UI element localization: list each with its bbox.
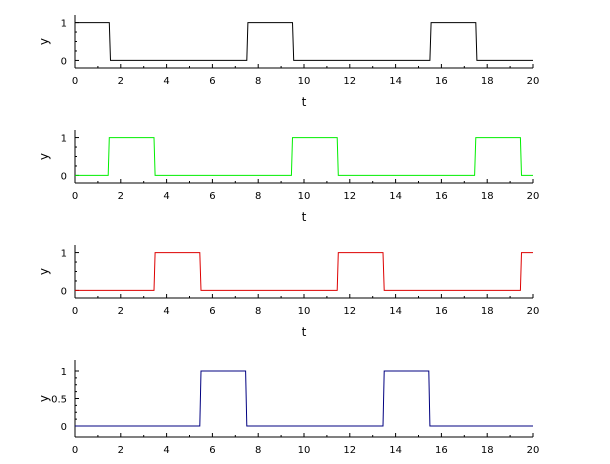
x-tick-label: 2 bbox=[118, 306, 124, 317]
y-tick-label: 0 bbox=[61, 171, 67, 182]
x-axis-label: t bbox=[302, 210, 307, 224]
series-line bbox=[75, 370, 533, 427]
x-tick-label: 14 bbox=[389, 191, 402, 202]
x-tick-label: 4 bbox=[163, 306, 169, 317]
x-tick-label: 14 bbox=[389, 306, 402, 317]
x-tick-label: 0 bbox=[72, 76, 78, 87]
x-tick-label: 2 bbox=[118, 445, 124, 456]
x-tick-label: 12 bbox=[343, 306, 356, 317]
x-tick-label: 8 bbox=[255, 76, 261, 87]
x-tick-label: 6 bbox=[209, 306, 215, 317]
x-tick-label: 12 bbox=[343, 76, 356, 87]
x-tick-label: 10 bbox=[298, 191, 311, 202]
x-tick-label: 10 bbox=[298, 306, 311, 317]
x-tick-label: 0 bbox=[72, 306, 78, 317]
x-tick-label: 20 bbox=[527, 445, 540, 456]
x-tick-label: 16 bbox=[435, 306, 448, 317]
x-axis-label: t bbox=[302, 325, 307, 339]
subplot-2: 0 2 4 6 8 10 12 14 16 18 20 0 1 t y bbox=[37, 130, 539, 224]
y-tick-label: 1 bbox=[61, 19, 67, 30]
series-line bbox=[75, 137, 533, 176]
x-tick-label: 18 bbox=[481, 76, 494, 87]
series-line bbox=[75, 252, 533, 291]
x-tick-label: 14 bbox=[389, 76, 402, 87]
subplot-4: 0 2 4 6 8 10 12 14 16 18 20 0 0.5 1 y bbox=[37, 360, 539, 456]
x-tick-label: 20 bbox=[527, 76, 540, 87]
y-tick-label: 1 bbox=[61, 134, 67, 145]
y-axis-label: y bbox=[37, 153, 51, 160]
x-tick-label: 8 bbox=[255, 306, 261, 317]
x-tick-label: 6 bbox=[209, 191, 215, 202]
y-tick-label: 0 bbox=[61, 56, 67, 67]
x-tick-label: 10 bbox=[298, 76, 311, 87]
subplot-1: 0 2 4 6 8 10 12 14 16 18 20 0 1 t y bbox=[37, 15, 539, 109]
x-tick-label: 0 bbox=[72, 445, 78, 456]
y-tick-label: 1 bbox=[61, 249, 67, 260]
y-axis-label: y bbox=[37, 38, 51, 45]
subplot-3: 0 2 4 6 8 10 12 14 16 18 20 0 1 t y bbox=[37, 245, 539, 339]
y-tick-label: 0 bbox=[61, 422, 67, 433]
x-tick-label: 16 bbox=[435, 191, 448, 202]
y-tick-label: 0 bbox=[61, 286, 67, 297]
x-tick-label: 20 bbox=[527, 191, 540, 202]
x-axis-label: t bbox=[302, 95, 307, 109]
x-tick-label: 4 bbox=[163, 76, 169, 87]
x-tick-label: 4 bbox=[163, 445, 169, 456]
y-tick-label: 0.5 bbox=[51, 395, 67, 406]
x-tick-label: 8 bbox=[255, 445, 261, 456]
y-tick-label: 1 bbox=[61, 367, 67, 378]
x-tick-label: 6 bbox=[209, 76, 215, 87]
x-tick-label: 20 bbox=[527, 306, 540, 317]
x-tick-label: 16 bbox=[435, 445, 448, 456]
x-tick-label: 12 bbox=[343, 191, 356, 202]
x-tick-label: 0 bbox=[72, 191, 78, 202]
x-tick-label: 2 bbox=[118, 76, 124, 87]
x-tick-label: 2 bbox=[118, 191, 124, 202]
y-axis-label: y bbox=[37, 395, 51, 402]
x-tick-label: 6 bbox=[209, 445, 215, 456]
x-tick-label: 14 bbox=[389, 445, 402, 456]
series-line bbox=[75, 22, 533, 61]
x-tick-label: 16 bbox=[435, 76, 448, 87]
x-tick-label: 18 bbox=[481, 191, 494, 202]
x-tick-label: 18 bbox=[481, 445, 494, 456]
x-tick-label: 8 bbox=[255, 191, 261, 202]
x-tick-label: 18 bbox=[481, 306, 494, 317]
x-tick-label: 4 bbox=[163, 191, 169, 202]
y-axis-label: y bbox=[37, 268, 51, 275]
x-tick-label: 12 bbox=[343, 445, 356, 456]
x-tick-label: 10 bbox=[298, 445, 311, 456]
